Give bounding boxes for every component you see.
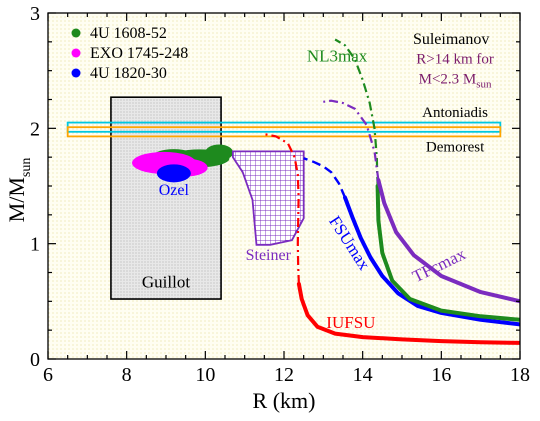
legend-label-0: 4U 1608-52 (90, 25, 167, 42)
legend-marker-1 (71, 48, 81, 58)
x-tick-label-5: 16 (431, 364, 451, 386)
y-axis-label-sub: sun (19, 158, 34, 177)
legend-marker-2 (71, 68, 81, 78)
legend-label-1: EXO 1745-248 (90, 45, 188, 62)
constraint-label-line2-sub: sun (476, 78, 492, 90)
band-demorest (66, 126, 502, 138)
x-tick-label-4: 14 (353, 364, 373, 386)
antoniadis-label: Antoniadis (422, 105, 488, 121)
curve-fsumax-dashed (303, 157, 347, 198)
steiner-label: Steiner (246, 247, 292, 264)
constraint-label-line1: R>14 km for (416, 52, 494, 68)
x-tick-label-3: 12 (274, 364, 294, 386)
y-tick-label-3: 3 (30, 3, 40, 25)
curve-label-iufsu: IUFSU (326, 313, 375, 332)
legend-marker-0 (71, 28, 81, 38)
constraint-label-line2: M<2.3 Msun (419, 71, 492, 90)
y-tick-label-1: 1 (30, 234, 40, 256)
curve-tfcmax-stable (376, 178, 520, 304)
y-axis-label-main: M/M (4, 177, 29, 222)
suleimanov-label: Suleimanov (413, 31, 489, 48)
x-tick-label-1: 8 (122, 364, 132, 386)
y-tick-label-2: 2 (30, 118, 40, 140)
y-axis-label: M/Msun (4, 158, 34, 223)
x-tick-label-6: 18 (510, 364, 530, 386)
curve-nl3max-stable (375, 184, 520, 322)
ozel-label: Ozel (159, 182, 190, 199)
guillot-label: Guillot (142, 272, 190, 291)
steiner-region (231, 150, 305, 246)
ozel-region-4u1608-extension (205, 144, 234, 161)
x-axis-label: R (km) (253, 388, 316, 413)
ozel-region-4u1820 (156, 164, 191, 183)
x-tick-label-0: 6 (43, 364, 53, 386)
y-tick-label-0: 0 (30, 349, 40, 371)
guillot-region (110, 96, 222, 300)
curve-label-nl3max: NL3max (307, 46, 368, 65)
x-tick-label-2: 10 (195, 364, 215, 386)
legend-label-2: 4U 1820-30 (90, 65, 167, 82)
constraint-label-line2-main: M<2.3 M (419, 71, 477, 87)
curve-iufsu-dashdot (264, 133, 300, 285)
curve-fsumax-stable (343, 195, 520, 327)
curve-iufsu-stable (296, 282, 520, 345)
curve-tfcmax-dashdot (323, 99, 380, 181)
demorest-label: Demorest (426, 139, 485, 155)
curve-nl3max-dashdot (334, 38, 379, 187)
